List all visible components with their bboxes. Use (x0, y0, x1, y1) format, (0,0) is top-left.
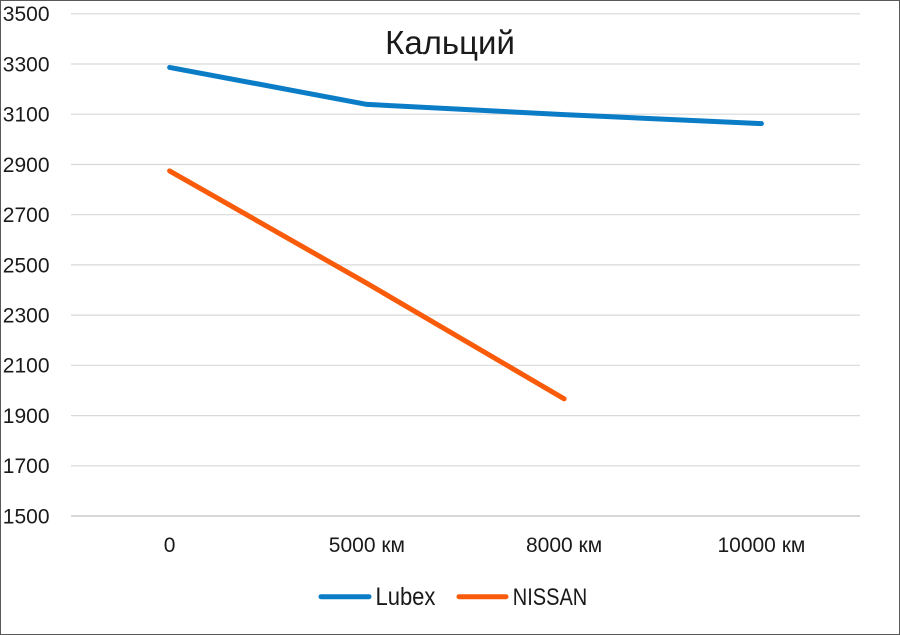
svg-text:2100: 2100 (3, 355, 50, 378)
svg-text:1900: 1900 (3, 405, 50, 428)
svg-text:Кальций: Кальций (385, 24, 515, 61)
svg-text:1700: 1700 (3, 455, 50, 478)
svg-text:3300: 3300 (3, 53, 50, 76)
svg-text:0: 0 (164, 534, 176, 557)
svg-text:Lubex: Lubex (376, 583, 436, 611)
svg-text:2700: 2700 (3, 204, 50, 227)
svg-text:NISSAN: NISSAN (513, 583, 587, 610)
svg-text:1500: 1500 (3, 505, 50, 528)
svg-text:2900: 2900 (3, 154, 50, 177)
svg-text:10000 км: 10000 км (717, 534, 805, 557)
svg-text:3100: 3100 (3, 104, 50, 127)
svg-text:5000 км: 5000 км (329, 534, 405, 557)
svg-text:3500: 3500 (3, 3, 50, 26)
svg-text:2300: 2300 (3, 305, 50, 328)
svg-text:8000 км: 8000 км (526, 534, 602, 557)
svg-text:2500: 2500 (3, 254, 50, 277)
